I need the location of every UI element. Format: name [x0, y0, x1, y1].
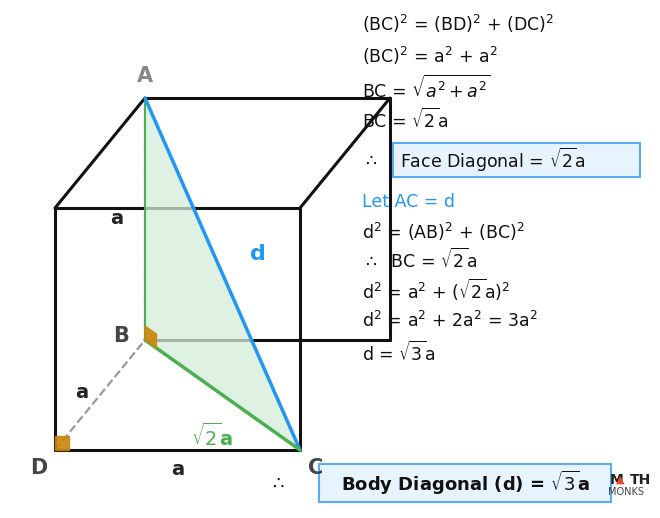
- Text: $\sqrt{2}$a: $\sqrt{2}$a: [191, 423, 234, 450]
- Text: BC = $\sqrt{a^2 + a^2}$: BC = $\sqrt{a^2 + a^2}$: [362, 75, 490, 102]
- Text: a: a: [110, 209, 123, 228]
- Text: A: A: [137, 66, 153, 86]
- Text: a: a: [171, 460, 184, 479]
- Text: $\therefore$: $\therefore$: [269, 474, 285, 492]
- Text: d: d: [249, 244, 265, 264]
- Text: BC = $\sqrt{2}$a: BC = $\sqrt{2}$a: [362, 108, 448, 132]
- Text: MONKS: MONKS: [608, 487, 644, 497]
- Polygon shape: [55, 436, 69, 450]
- Text: $\therefore$: $\therefore$: [362, 151, 378, 169]
- Text: B: B: [113, 326, 129, 346]
- Text: Let AC = d: Let AC = d: [362, 193, 455, 211]
- Text: Face Diagonal = $\sqrt{2}$a: Face Diagonal = $\sqrt{2}$a: [400, 146, 585, 174]
- Text: D: D: [30, 458, 47, 478]
- Text: C: C: [308, 458, 323, 478]
- Text: (BC)$^2$ = (BD)$^2$ + (DC)$^2$: (BC)$^2$ = (BD)$^2$ + (DC)$^2$: [362, 13, 554, 35]
- FancyBboxPatch shape: [393, 143, 640, 177]
- Polygon shape: [145, 326, 156, 348]
- Text: d$^2$ = a$^2$ + 2a$^2$ = 3a$^2$: d$^2$ = a$^2$ + 2a$^2$ = 3a$^2$: [362, 311, 538, 331]
- Text: M: M: [610, 473, 624, 487]
- Text: ▲: ▲: [616, 475, 624, 485]
- Text: a: a: [75, 383, 88, 402]
- FancyBboxPatch shape: [319, 464, 611, 502]
- Text: d$^2$ = (AB)$^2$ + (BC)$^2$: d$^2$ = (AB)$^2$ + (BC)$^2$: [362, 221, 525, 243]
- Text: (BC)$^2$ = a$^2$ + a$^2$: (BC)$^2$ = a$^2$ + a$^2$: [362, 45, 498, 67]
- Text: TH: TH: [630, 473, 651, 487]
- Text: d$^2$ = a$^2$ + ($\sqrt{2}$a)$^2$: d$^2$ = a$^2$ + ($\sqrt{2}$a)$^2$: [362, 277, 510, 303]
- Text: Body Diagonal (d) = $\sqrt{3}$a: Body Diagonal (d) = $\sqrt{3}$a: [341, 469, 589, 497]
- Text: $\therefore$  BC = $\sqrt{2}$a: $\therefore$ BC = $\sqrt{2}$a: [362, 248, 477, 272]
- Text: d = $\sqrt{3}$a: d = $\sqrt{3}$a: [362, 341, 435, 365]
- Polygon shape: [145, 98, 300, 450]
